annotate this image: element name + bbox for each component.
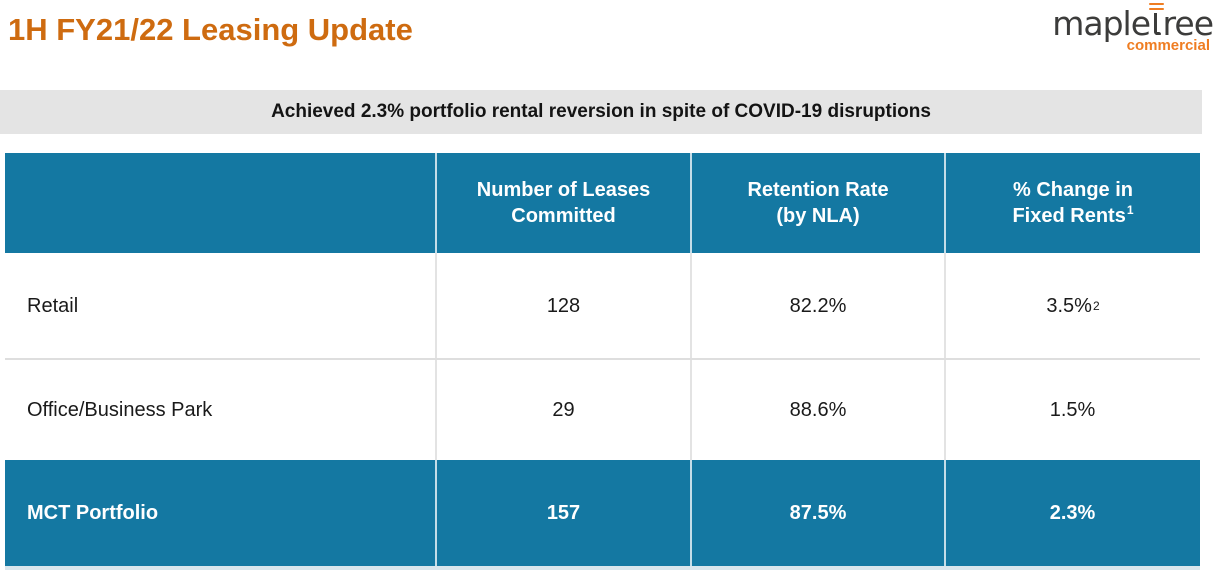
leases-value: 128: [435, 253, 690, 358]
retention-value: 87.5%: [690, 460, 944, 566]
rent-change-value: 1.5%: [944, 360, 1200, 460]
header-cell-retention: Retention Rate (by NLA): [690, 153, 944, 253]
logo-division-label: commercial: [1126, 37, 1210, 55]
logo-text-prefix: maple: [1052, 4, 1151, 43]
leases-value: 29: [435, 360, 690, 460]
rent-change-value: 2.3%: [944, 460, 1200, 566]
logo-text-suffix: ree: [1162, 4, 1214, 43]
table-row-office-business-park: Office/Business Park 29 88.6% 1.5%: [5, 358, 1200, 460]
logo-stylized-t-icon: [1149, 2, 1164, 35]
header-cell-blank: [5, 153, 435, 253]
table-header-row: Number of Leases Committed Retention Rat…: [5, 153, 1200, 253]
logo-wordmark: maple ree: [1052, 2, 1214, 43]
banner-text: Achieved 2.3% portfolio rental reversion…: [271, 101, 931, 122]
rent-change-value: 3.5% 2: [944, 253, 1200, 358]
retention-value: 88.6%: [690, 360, 944, 460]
table-row-mct-portfolio: MCT Portfolio 157 87.5% 2.3%: [5, 460, 1200, 566]
header-cell-leases: Number of Leases Committed: [435, 153, 690, 253]
key-message-banner: Achieved 2.3% portfolio rental reversion…: [0, 90, 1202, 134]
row-label: Retail: [27, 294, 79, 317]
page-title: 1H FY21/22 Leasing Update: [8, 12, 413, 47]
row-label: MCT Portfolio: [27, 502, 159, 524]
slide-header: 1H FY21/22 Leasing Update maple ree comme…: [0, 0, 1229, 90]
leasing-update-table: Number of Leases Committed Retention Rat…: [5, 153, 1200, 570]
row-label: Office/Business Park: [27, 399, 213, 421]
retention-value: 82.2%: [690, 253, 944, 358]
leases-value: 157: [435, 460, 690, 566]
table-row-retail: Retail 128 82.2% 3.5% 2: [5, 253, 1200, 358]
header-cell-rent-change: % Change in Fixed Rents1: [944, 153, 1200, 253]
mapletree-logo: maple ree commercial: [1052, 2, 1214, 55]
